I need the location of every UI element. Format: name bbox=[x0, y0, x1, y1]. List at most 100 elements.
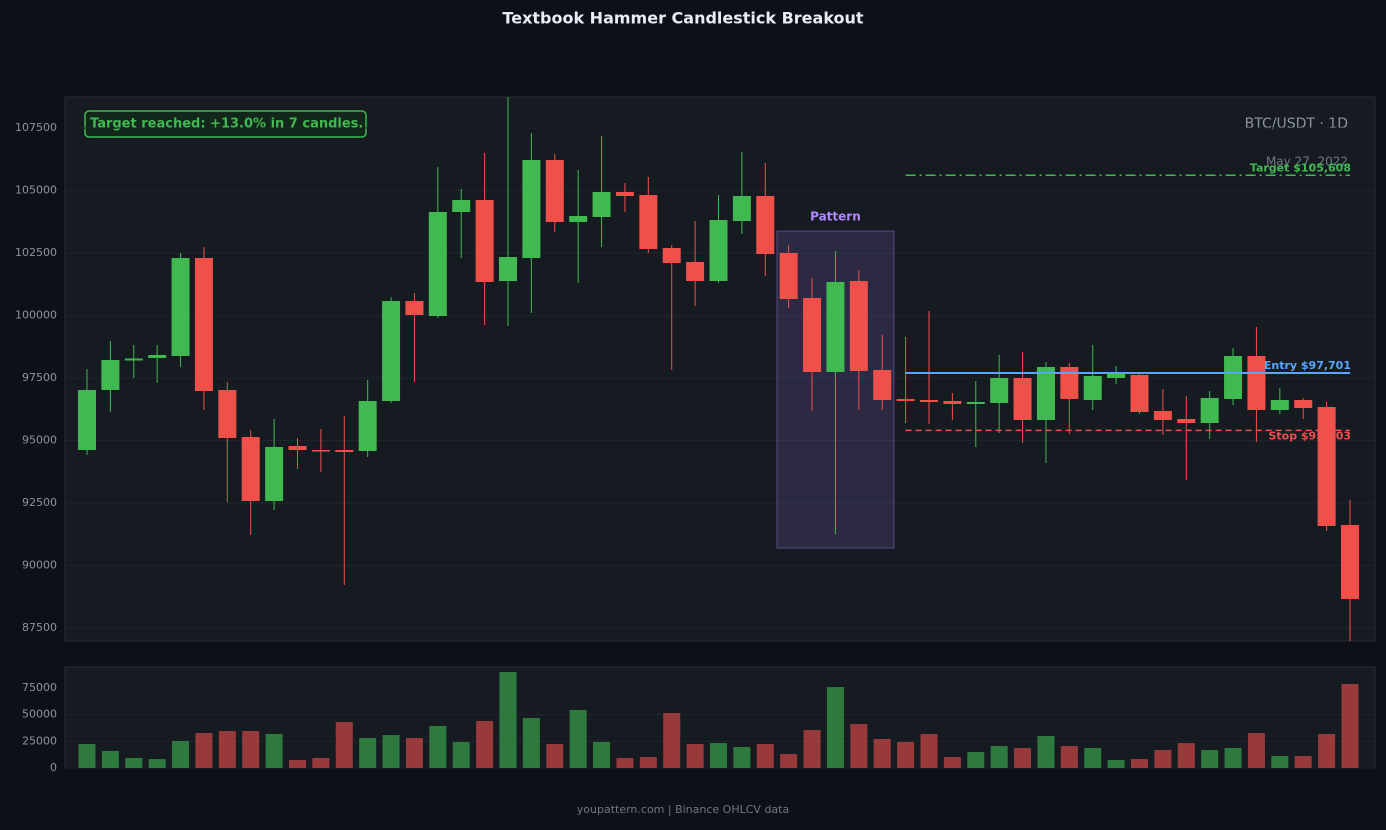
candle-body bbox=[966, 402, 985, 404]
y-tick-label: 90000 bbox=[22, 559, 57, 572]
volume-bar bbox=[639, 757, 657, 768]
candle-body bbox=[382, 301, 401, 401]
volume-bar bbox=[172, 741, 190, 768]
symbol-label: BTC/USDT · 1D bbox=[1245, 116, 1348, 132]
candle-body bbox=[615, 192, 634, 196]
candle-body bbox=[218, 390, 237, 438]
volume-bar bbox=[312, 757, 330, 768]
candle-body bbox=[779, 253, 798, 299]
price-panel bbox=[64, 96, 1376, 642]
level-label: Entry $97,701 bbox=[1264, 359, 1351, 372]
volume-bar bbox=[1341, 683, 1359, 768]
candle-body bbox=[639, 195, 658, 249]
footer: youpattern.com | Binance OHLCV data bbox=[577, 803, 789, 816]
candle-body bbox=[148, 355, 167, 358]
volume-bar bbox=[1271, 756, 1289, 768]
volume-bar bbox=[1177, 743, 1195, 768]
volume-bar bbox=[1224, 748, 1242, 768]
candle-body bbox=[124, 358, 143, 361]
volume-bar bbox=[803, 730, 821, 768]
candle-body bbox=[592, 192, 611, 217]
volume-bar bbox=[101, 750, 119, 768]
volume-bar bbox=[335, 722, 353, 768]
volume-tick-label: 75000 bbox=[22, 681, 57, 694]
candle-body bbox=[1060, 367, 1079, 399]
candle-body bbox=[1224, 356, 1243, 399]
volume-bar bbox=[1318, 733, 1336, 768]
y-tick-label: 97500 bbox=[22, 371, 57, 384]
y-tick-label: 100000 bbox=[15, 309, 57, 322]
candle-body bbox=[1294, 400, 1313, 408]
date-label: May 27, 2022 bbox=[1266, 155, 1348, 169]
y-tick-label: 95000 bbox=[22, 434, 57, 447]
volume-bar bbox=[476, 720, 494, 768]
volume-bar bbox=[686, 744, 704, 768]
candle-body bbox=[335, 450, 354, 452]
candle-body bbox=[990, 378, 1009, 403]
y-tick-label: 105000 bbox=[15, 184, 57, 197]
candle-body bbox=[428, 212, 447, 316]
candle-body bbox=[756, 196, 775, 254]
candle-body bbox=[849, 281, 868, 371]
annotation: Target reached: +13.0% in 7 candles. bbox=[90, 117, 363, 132]
volume-bar bbox=[873, 738, 891, 768]
candle-body bbox=[101, 360, 120, 390]
volume-bar bbox=[616, 757, 634, 768]
candle-body bbox=[803, 298, 822, 372]
y-tick-label: 87500 bbox=[22, 621, 57, 634]
volume-bar bbox=[218, 730, 236, 768]
volume-bar bbox=[429, 725, 447, 768]
candle-body bbox=[1013, 378, 1032, 420]
volume-bar bbox=[756, 744, 774, 768]
y-tick-label: 92500 bbox=[22, 496, 57, 509]
volume-bar bbox=[710, 743, 727, 768]
volume-tick-label: 0 bbox=[50, 761, 57, 774]
candle-body bbox=[1107, 374, 1126, 378]
volume-tick-label: 25000 bbox=[22, 734, 57, 747]
candle-body bbox=[569, 216, 588, 222]
candle-body bbox=[1200, 398, 1219, 423]
volume-bar bbox=[1247, 733, 1265, 768]
pattern-label: Pattern bbox=[810, 210, 861, 224]
volume-bar bbox=[1084, 748, 1102, 768]
volume-bar bbox=[733, 746, 751, 768]
volume-bar bbox=[1060, 746, 1078, 768]
candle-body bbox=[311, 450, 330, 452]
candle-body bbox=[171, 258, 190, 356]
candle-body bbox=[1036, 367, 1055, 420]
level-label: Target $105,608 bbox=[1250, 161, 1351, 174]
candle-body bbox=[475, 200, 494, 282]
volume-bar bbox=[382, 735, 400, 768]
candle-body bbox=[499, 257, 517, 281]
candle-body bbox=[662, 248, 681, 263]
volume-bar bbox=[1201, 749, 1219, 768]
volume-bar bbox=[1037, 736, 1055, 768]
chart-title: Textbook Hammer Candlestick Breakout bbox=[502, 9, 864, 28]
volume-bar bbox=[499, 672, 517, 768]
candle-body bbox=[1247, 356, 1266, 410]
y-tick-label: 102500 bbox=[15, 246, 57, 259]
candle-body bbox=[826, 282, 845, 372]
candle-body bbox=[241, 437, 260, 501]
candle-body bbox=[732, 196, 751, 221]
volume-bar bbox=[850, 724, 868, 768]
candle-body bbox=[873, 370, 892, 400]
candle-body bbox=[1341, 525, 1359, 599]
volume-bar bbox=[990, 746, 1008, 768]
volume-bar bbox=[1154, 749, 1172, 768]
candle-body bbox=[78, 390, 96, 450]
level-label: Stop $95,403 bbox=[1268, 429, 1351, 442]
volume-tick-label: 50000 bbox=[22, 708, 57, 721]
volume-bar bbox=[943, 757, 961, 768]
candle-body bbox=[709, 220, 728, 281]
volume-bar bbox=[593, 741, 611, 768]
plot-layer: 87500 90000 92500 95000 97500 100000 102500 105… bbox=[15, 97, 1375, 774]
volume-bar bbox=[78, 744, 96, 768]
volume-bar bbox=[242, 730, 260, 768]
candle-body bbox=[896, 399, 915, 401]
candle-body bbox=[1153, 411, 1172, 420]
volume-bar bbox=[265, 733, 283, 768]
candle-body bbox=[405, 301, 424, 315]
